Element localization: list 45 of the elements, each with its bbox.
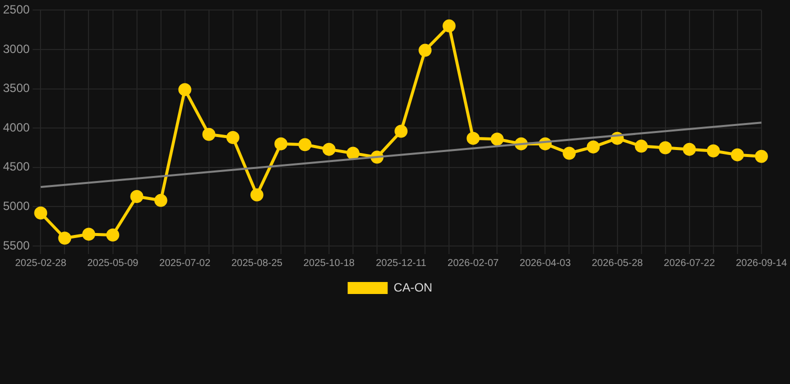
point [202, 128, 216, 141]
x-tick-label: 2026-09-14 [736, 258, 788, 269]
point [394, 124, 408, 138]
legend-label: CA-ON [394, 280, 432, 294]
point [82, 228, 96, 241]
x-tick-label: 2026-02-07 [448, 258, 500, 269]
y-tick-label: 2500 [2, 2, 30, 17]
x-tick-label: 2025-05-09 [87, 258, 139, 269]
point [730, 148, 744, 162]
x-tick-label: 2025-10-18 [303, 258, 355, 269]
point [682, 142, 696, 156]
point [634, 140, 648, 153]
point [322, 142, 336, 156]
point [346, 146, 360, 160]
y-tick-label: 5000 [2, 199, 30, 214]
x-tick-label: 2026-07-22 [664, 258, 716, 269]
point [754, 150, 768, 163]
point [226, 131, 240, 144]
x-tick-label: 2025-07-02 [159, 258, 211, 269]
y-tick-label: 3500 [2, 81, 30, 96]
x-tick-label: 2026-04-03 [520, 258, 572, 269]
x-tick-label: 2026-05-28 [592, 258, 644, 269]
x-tick-label: 2025-12-11 [376, 258, 427, 269]
y-tick-label: 4000 [2, 120, 30, 134]
point [298, 138, 312, 152]
point [130, 190, 144, 203]
y-tick-label: 5500 [2, 238, 30, 252]
y-tick-label: 4500 [2, 160, 30, 174]
point [586, 140, 600, 154]
y-tick-label: 3000 [2, 42, 30, 56]
point [106, 228, 120, 242]
point [250, 188, 264, 202]
point [490, 132, 504, 146]
point [178, 83, 192, 96]
point [466, 132, 480, 145]
point [418, 44, 432, 57]
x-tick-label: 2025-02-28 [15, 258, 67, 269]
x-tick-label: 2025-08-25 [231, 258, 283, 269]
point [58, 232, 72, 245]
point [274, 137, 288, 150]
point [442, 19, 456, 32]
point [706, 144, 720, 158]
point [658, 141, 672, 154]
point [154, 194, 168, 207]
point [562, 146, 576, 160]
